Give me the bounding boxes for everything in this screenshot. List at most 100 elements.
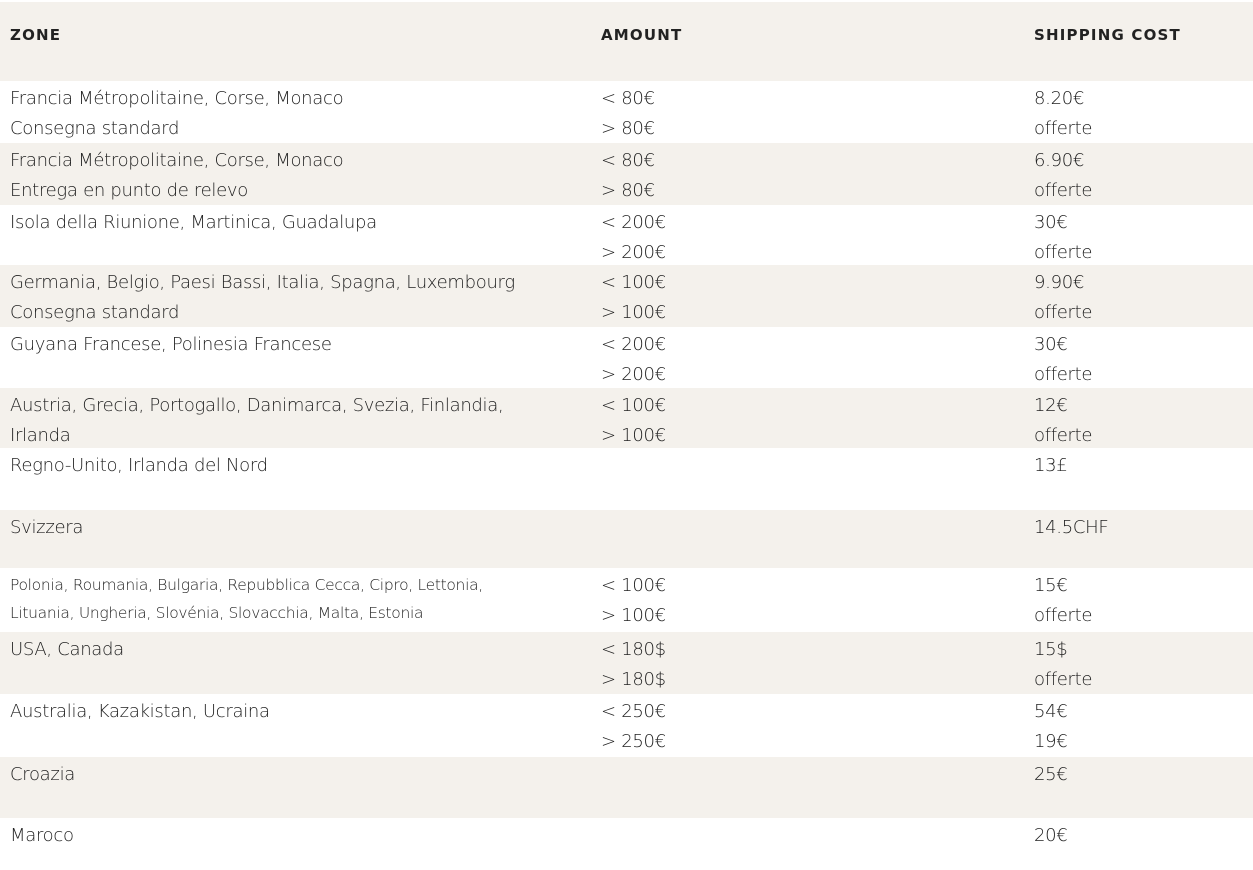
amount-text: > 100€ <box>601 605 666 626</box>
zone-text: Guyana Francese, Polinesia Francese <box>10 334 332 355</box>
cost-cell: 54€ 19€ <box>1034 697 1068 757</box>
cost-text: 6.90€ <box>1034 150 1085 171</box>
zone-cell: Svizzera <box>10 513 83 543</box>
amount-text: > 100€ <box>601 425 666 446</box>
table-row: Francia Métropolitaine, Corse, Monaco Con… <box>0 81 1253 143</box>
zone-cell: Guyana Francese, Polinesia Francese <box>10 330 332 360</box>
zone-text: Maroco <box>10 825 74 846</box>
zone-text: Isola della Riunione, Martinica, Guadalu… <box>10 212 377 233</box>
amount-text: < 100€ <box>601 575 666 596</box>
table-row: Croazia 25€ <box>0 757 1253 818</box>
cost-text: 54€ <box>1034 701 1068 722</box>
cost-text: offerte <box>1034 669 1093 690</box>
cost-cell: 20€ <box>1034 821 1068 851</box>
cost-text: 15€ <box>1034 575 1068 596</box>
zone-text: USA, Canada <box>10 639 124 660</box>
zone-text: Austria, Grecia, Portogallo, Danimarca, … <box>10 395 504 416</box>
cost-cell: 15€ offerte <box>1034 571 1093 631</box>
cost-text: 14.5CHF <box>1034 517 1109 538</box>
cost-text: 25€ <box>1034 764 1068 785</box>
zone-text: Polonia, Roumania, Bulgaria, Repubblica … <box>10 576 483 594</box>
cost-cell: 30€ offerte <box>1034 330 1093 390</box>
table-row: Svizzera 14.5CHF <box>0 510 1253 568</box>
header-amount: AMOUNT <box>601 26 683 44</box>
header-cost: SHIPPING COST <box>1034 26 1181 44</box>
cost-text: offerte <box>1034 242 1093 263</box>
amount-text: > 200€ <box>601 364 666 385</box>
cost-text: 9.90€ <box>1034 272 1085 293</box>
zone-cell: Francia Métropolitaine, Corse, Monaco Con… <box>10 84 344 144</box>
zone-text: Croazia <box>10 764 75 785</box>
zone-cell: Regno-Unito, Irlanda del Nord <box>10 451 268 481</box>
amount-cell: < 100€ > 100€ <box>601 391 666 451</box>
cost-text: offerte <box>1034 302 1093 323</box>
amount-text: < 80€ <box>601 88 655 109</box>
cost-text: offerte <box>1034 180 1093 201</box>
cost-text: 19€ <box>1034 731 1068 752</box>
cost-text: offerte <box>1034 118 1093 139</box>
amount-text: > 80€ <box>601 118 655 139</box>
zone-cell: Austria, Grecia, Portogallo, Danimarca, … <box>10 391 504 451</box>
cost-cell: 14.5CHF <box>1034 513 1109 543</box>
amount-cell: < 250€ > 250€ <box>601 697 666 757</box>
cost-cell: 25€ <box>1034 760 1068 790</box>
zone-text: Irlanda <box>10 425 71 446</box>
cost-text: offerte <box>1034 425 1093 446</box>
cost-cell: 9.90€ offerte <box>1034 268 1093 328</box>
amount-text: > 180$ <box>601 669 666 690</box>
amount-text: < 200€ <box>601 334 666 355</box>
zone-cell: Francia Métropolitaine, Corse, Monaco Ent… <box>10 146 344 206</box>
cost-text: 13£ <box>1034 455 1068 476</box>
amount-cell: < 100€ > 100€ <box>601 268 666 328</box>
amount-text: > 200€ <box>601 242 666 263</box>
table-row: USA, Canada < 180$ > 180$ 15$ offerte <box>0 632 1253 694</box>
zone-text: Entrega en punto de relevo <box>10 180 248 201</box>
cost-cell: 12€ offerte <box>1034 391 1093 451</box>
amount-cell: < 200€ > 200€ <box>601 330 666 390</box>
zone-text: Regno-Unito, Irlanda del Nord <box>10 455 268 476</box>
table-row: Regno-Unito, Irlanda del Nord 13£ <box>0 448 1253 510</box>
table-row: Isola della Riunione, Martinica, Guadalu… <box>0 205 1253 265</box>
zone-text: Lituania, Ungheria, Slovénia, Slovacchia… <box>10 604 424 622</box>
amount-cell: < 180$ > 180$ <box>601 635 666 695</box>
zone-text: Francia Métropolitaine, Corse, Monaco <box>10 88 344 109</box>
cost-text: 30€ <box>1034 334 1068 355</box>
zone-cell: USA, Canada <box>10 635 124 665</box>
zone-text: Francia Métropolitaine, Corse, Monaco <box>10 150 344 171</box>
amount-text: > 80€ <box>601 180 655 201</box>
cost-text: offerte <box>1034 364 1093 385</box>
zone-cell: Polonia, Roumania, Bulgaria, Repubblica … <box>10 571 483 627</box>
table-row: Australia, Kazakistan, Ucraina < 250€ > 25… <box>0 694 1253 757</box>
table-row: Polonia, Roumania, Bulgaria, Repubblica … <box>0 568 1253 632</box>
table-row: Germania, Belgio, Paesi Bassi, Italia, S… <box>0 265 1253 327</box>
amount-text: < 250€ <box>601 701 666 722</box>
cost-text: 20€ <box>1034 825 1068 846</box>
table-row: Francia Métropolitaine, Corse, Monaco Ent… <box>0 143 1253 205</box>
header-zone: ZONE <box>10 26 62 44</box>
zone-cell: Australia, Kazakistan, Ucraina <box>10 697 270 727</box>
zone-text: Consegna standard <box>10 302 180 323</box>
cost-cell: 8.20€ offerte <box>1034 84 1093 144</box>
table-row: Austria, Grecia, Portogallo, Danimarca, … <box>0 388 1253 448</box>
amount-text: < 200€ <box>601 212 666 233</box>
cost-text: 8.20€ <box>1034 88 1085 109</box>
amount-text: > 100€ <box>601 302 666 323</box>
zone-text: Australia, Kazakistan, Ucraina <box>10 701 270 722</box>
cost-text: 15$ <box>1034 639 1068 660</box>
cost-cell: 6.90€ offerte <box>1034 146 1093 206</box>
zone-text: Germania, Belgio, Paesi Bassi, Italia, S… <box>10 272 515 293</box>
cost-text: 12€ <box>1034 395 1068 416</box>
cost-cell: 13£ <box>1034 451 1068 481</box>
amount-text: < 100€ <box>601 272 666 293</box>
amount-cell: < 80€ > 80€ <box>601 84 655 144</box>
amount-cell: < 200€ > 200€ <box>601 208 666 268</box>
zone-cell: Maroco <box>10 821 74 851</box>
zone-cell: Isola della Riunione, Martinica, Guadalu… <box>10 208 377 238</box>
amount-text: > 250€ <box>601 731 666 752</box>
cost-text: offerte <box>1034 605 1093 626</box>
zone-text: Svizzera <box>10 517 84 538</box>
cost-cell: 30€ offerte <box>1034 208 1093 268</box>
zone-cell: Croazia <box>10 760 75 790</box>
amount-text: < 100€ <box>601 395 666 416</box>
